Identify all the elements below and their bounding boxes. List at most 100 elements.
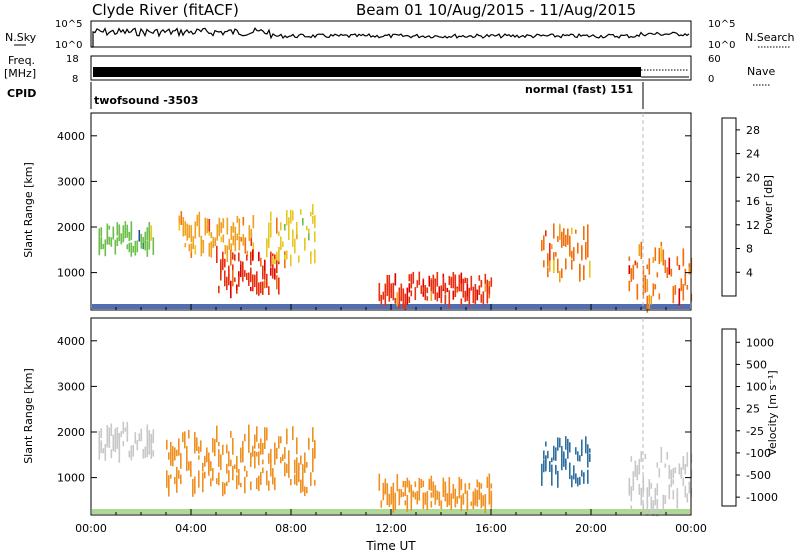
power-echo-bar	[306, 225, 308, 231]
power-echo-bar	[476, 289, 479, 301]
power-echo-bar	[114, 239, 117, 255]
power-echo-bar	[573, 247, 575, 257]
velocity-echo-bar	[134, 432, 137, 444]
velocity-echo-bar	[146, 438, 149, 454]
noise-right-tick-bottom: 10^0	[708, 40, 735, 51]
power-echo-bar	[276, 255, 278, 274]
power-echo-bar	[402, 292, 405, 309]
velocity-echo-bar	[458, 481, 461, 488]
power-echo-bar	[286, 210, 288, 226]
power-echo-bar	[292, 229, 294, 247]
velocity-echo-bar	[656, 462, 659, 468]
power-echo-bar	[256, 279, 258, 295]
power-echo-bar	[282, 241, 284, 248]
power-data	[92, 204, 693, 313]
velocity-ytick-label: 1000	[57, 472, 85, 485]
velocity-echo-bar	[108, 427, 111, 446]
velocity-echo-bar	[472, 491, 475, 507]
power-echo-bar	[684, 268, 687, 286]
velocity-echo-bar	[152, 450, 155, 457]
power-echo-bar	[543, 260, 545, 268]
power-echo-bar	[130, 242, 133, 257]
power-echo-bar	[430, 279, 433, 292]
velocity-echo-bar	[254, 434, 256, 449]
velocity-echo-bar	[634, 460, 637, 475]
power-echo-bar	[208, 242, 211, 257]
velocity-echo-bar	[100, 433, 103, 439]
power-echo-bar	[244, 237, 247, 254]
power-echo-bar	[124, 221, 127, 239]
velocity-frame	[90, 317, 692, 516]
velocity-echo-bar	[380, 500, 383, 508]
power-echo-bar	[126, 230, 129, 236]
velocity-echo-bar	[192, 478, 194, 497]
power-echo-bar	[250, 251, 252, 266]
power-echo-bar	[116, 222, 119, 236]
velocity-echo-bar	[228, 470, 230, 483]
velocity-panel: 1000 2000 3000 4000 00:00 04:00 08:00 12:00 16:…	[22, 317, 779, 535]
noise-frame	[90, 20, 692, 48]
velocity-echo-bar	[589, 453, 591, 462]
velocity-echo-bar	[166, 439, 168, 450]
velocity-echo-bar	[402, 492, 405, 497]
velocity-xtick-label: 00:00	[75, 522, 107, 535]
power-echo-bar	[384, 283, 387, 294]
power-echo-bar	[308, 228, 310, 235]
power-echo-bar	[436, 292, 439, 302]
power-echo-bar	[214, 237, 217, 247]
power-echo-bar	[264, 280, 266, 289]
velocity-echo-bar	[226, 463, 228, 474]
velocity-ytick-label: 4000	[57, 335, 85, 348]
velocity-echo-bar	[268, 480, 270, 491]
power-colorbar-tick-label: 16	[746, 195, 760, 208]
velocity-ylabel: Slant Range [km]	[22, 368, 35, 464]
power-echo-bar	[248, 225, 251, 241]
velocity-ytick-label: 2000	[57, 426, 85, 439]
velocity-echo-bar	[140, 428, 143, 442]
velocity-echo-bar	[638, 483, 641, 495]
power-echo-bar	[462, 283, 465, 298]
power-echo-bar	[220, 223, 223, 233]
velocity-echo-bar	[557, 437, 559, 451]
velocity-echo-bar	[452, 483, 455, 499]
power-echo-bar	[144, 235, 147, 251]
velocity-echo-bar	[122, 421, 125, 434]
velocity-echo-bar	[128, 450, 131, 458]
power-echo-bar	[571, 250, 573, 259]
power-echo-bar	[312, 204, 314, 215]
power-echo-bar	[238, 218, 241, 236]
power-echo-bar	[314, 215, 316, 229]
power-echo-bar	[200, 235, 203, 247]
power-echo-bar	[662, 249, 665, 266]
power-echo-bar	[302, 218, 304, 226]
power-echo-bar	[484, 283, 487, 292]
power-echo-bar	[458, 278, 461, 292]
velocity-echo-bar	[124, 427, 127, 432]
velocity-echo-bar	[182, 432, 184, 443]
velocity-echo-bar	[630, 456, 633, 462]
power-echo-bar	[128, 232, 131, 242]
power-echo-bar	[280, 222, 282, 231]
power-echo-bar	[252, 249, 254, 261]
power-echo-bar	[581, 245, 583, 261]
velocity-echo-bar	[541, 476, 543, 486]
power-echo-region	[266, 204, 316, 269]
velocity-echo-bar	[310, 472, 312, 486]
velocity-echo-bar	[262, 467, 264, 474]
velocity-echo-bar	[230, 459, 232, 467]
power-echo-bar	[256, 271, 258, 281]
velocity-echo-bar	[286, 463, 288, 473]
power-echo-bar	[658, 247, 661, 265]
power-echo-bar	[587, 224, 589, 242]
power-echo-bar	[392, 282, 395, 301]
power-echo-bar	[198, 227, 201, 238]
power-echo-region	[216, 245, 280, 299]
power-echo-bar	[142, 241, 145, 250]
power-echo-bar	[434, 278, 437, 289]
velocity-echo-bar	[98, 430, 101, 448]
power-echo-bar	[480, 294, 483, 303]
power-echo-bar	[640, 241, 643, 259]
velocity-echo-bar	[250, 481, 252, 491]
power-echo-bar	[232, 223, 235, 233]
velocity-echo-bar	[148, 438, 151, 455]
